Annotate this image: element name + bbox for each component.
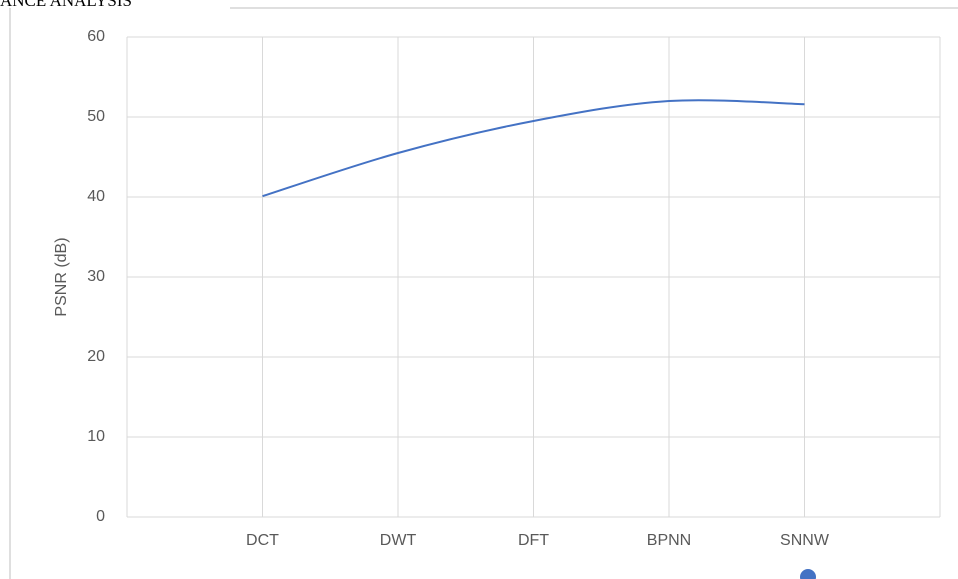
y-tick-label: 50 [87, 108, 105, 125]
y-axis-label: PSNR (dB) [53, 237, 70, 316]
y-tick-label: 40 [87, 188, 105, 205]
y-tick-label: 20 [87, 348, 105, 365]
y-tick-label: 30 [87, 268, 105, 285]
x-tick-label: BPNN [647, 532, 691, 549]
x-tick-label: DFT [518, 532, 549, 549]
line-series [262, 99, 805, 198]
x-tick-label: SNNW [780, 532, 830, 549]
y-tick-label: 10 [87, 428, 105, 445]
y-tick-label: 60 [87, 28, 105, 45]
y-tick-label: 0 [96, 508, 105, 525]
x-tick-label: DWT [380, 532, 417, 549]
decoration-dot [800, 569, 816, 579]
x-tick-label: DCT [246, 532, 279, 549]
chart-title: ANCE ANALYSIS [0, 0, 132, 10]
